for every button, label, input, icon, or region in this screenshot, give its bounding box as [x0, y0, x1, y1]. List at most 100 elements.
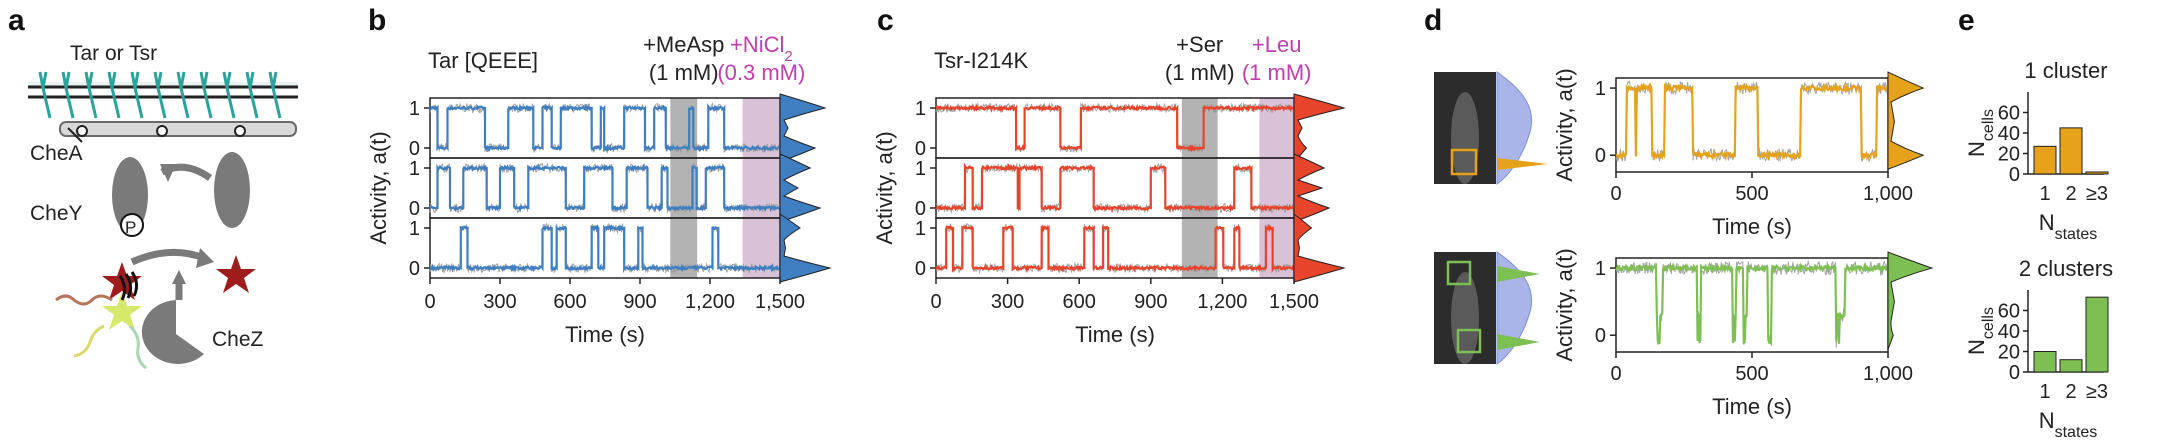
response-regulator-partner-icon [216, 255, 256, 293]
y-axis-label: Activity, a(t) [1552, 68, 1577, 181]
receptor-icon [176, 71, 190, 119]
activity-distribution [779, 93, 827, 163]
receptor-icon [130, 71, 144, 119]
x-tick-label: 1,500 [1269, 291, 1319, 313]
receptor-icon [222, 71, 236, 119]
x-tick-label: 1 [2039, 381, 2050, 403]
activity-distribution [1887, 251, 1934, 352]
raw-trace [1615, 80, 1889, 163]
y-tick-label: 0 [915, 258, 926, 280]
bar [2085, 296, 2109, 373]
annotation-concentration: (0.3 mM) [717, 60, 805, 85]
annotation-label: +Leu [1252, 32, 1302, 57]
chez-label: CheZ [212, 328, 264, 351]
y-tick-label: 0 [915, 198, 926, 220]
y-tick-label: 0 [409, 258, 420, 280]
y-tick-label: 1 [915, 218, 926, 240]
y-tick-label: 0 [915, 138, 926, 160]
raw-trace [429, 162, 781, 214]
receptor-icon [84, 71, 98, 119]
chea-label: CheA [30, 142, 83, 165]
x-tick-label: 500 [1735, 363, 1768, 385]
activity-trace [935, 103, 1295, 153]
receptor-icon [268, 71, 282, 119]
y-tick-label: 0 [409, 198, 420, 220]
subplot-title: 2 clusters [2019, 256, 2113, 281]
flagellar-signal-icon [55, 271, 147, 370]
panel-b-tar-activity: +MeAsp(1 mM)+NiCl2(0.3 mM)Tar [QEEE]0101… [366, 32, 832, 347]
y-tick-label: 40 [1998, 321, 2020, 343]
activity-distribution [1293, 212, 1346, 283]
inhibitor-band [1259, 98, 1294, 278]
cluster-roi [1456, 328, 1482, 354]
chea-pointer [67, 127, 83, 143]
receptor-array-icon [28, 71, 298, 137]
receptor-icon [245, 71, 259, 119]
y-tick-label: 40 [1998, 123, 2020, 145]
phosphate-label: P [125, 218, 136, 237]
bar [2033, 351, 2057, 373]
panel-label-a: a [8, 4, 25, 37]
x-tick-label: 600 [553, 291, 586, 313]
annotation-label: +MeAsp [643, 32, 724, 57]
activity-distribution [1293, 93, 1346, 164]
y-tick-label: 1 [1595, 258, 1606, 280]
y-tick-label: 1 [409, 158, 420, 180]
x-tick-label: 0 [1610, 183, 1621, 205]
receptor-icon [107, 71, 121, 119]
x-axis-label: Time (s) [1712, 214, 1792, 239]
intensity-profile [1496, 71, 1533, 185]
x-tick-label: 1 [2039, 183, 2050, 205]
phosphatase-icon [141, 300, 204, 364]
y-tick-label: 60 [1998, 103, 2020, 125]
panel-label-c: c [877, 4, 894, 37]
y-tick-label: 1 [409, 218, 420, 240]
subplot-title: 1 cluster [2024, 58, 2107, 83]
y-axis-label: Ncells [1964, 307, 1997, 355]
y-tick-label: 1 [409, 98, 420, 120]
x-tick-label: 500 [1735, 183, 1768, 205]
y-tick-label: 0 [1595, 145, 1606, 167]
x-axis-label: Time (s) [1075, 322, 1155, 347]
x-axis-label: Nstates [2039, 210, 2098, 243]
y-tick-label: 60 [1998, 301, 2020, 323]
x-tick-label: 900 [623, 291, 656, 313]
signaling-pathway-schematic: Tar or Tsr CheA CheY P [28, 42, 298, 370]
x-tick-label: 900 [1134, 291, 1167, 313]
panel-label-d: d [1424, 4, 1442, 37]
y-tick-label: 0 [2009, 362, 2020, 384]
y-axis-label: Activity, a(t) [1552, 248, 1577, 361]
x-tick-label: 2 [2065, 381, 2076, 403]
receptor-icon [153, 71, 167, 119]
y-tick-label: 1 [915, 98, 926, 120]
y-tick-label: 0 [2009, 164, 2020, 186]
y-tick-label: 20 [1998, 144, 2020, 166]
bar [2033, 145, 2057, 175]
receptor-label: Tar or Tsr [70, 42, 157, 65]
raw-trace [935, 101, 1295, 154]
y-tick-label: 1 [1595, 78, 1606, 100]
activity-distribution [1887, 71, 1925, 172]
receptor-icon [61, 71, 75, 119]
y-axis-label: Ncells [1964, 109, 1997, 157]
y-axis-label: Activity, a(t) [872, 131, 897, 244]
receptor-icon [38, 71, 52, 119]
annotation-label: +Ser [1176, 32, 1223, 57]
stimulus-band [1181, 98, 1218, 278]
x-tick-label: ≥3 [2086, 183, 2108, 205]
x-axis-label: Time (s) [565, 322, 645, 347]
x-tick-label: 0 [930, 291, 941, 313]
activity-trace [935, 224, 1295, 274]
panel-d-single-cell-activity: 0 1 0 500 1,000 Time (s) Activity, a(t) 0 1 0 500 1… [1434, 68, 1934, 419]
activity-trace [935, 162, 1295, 213]
panel-label-b: b [368, 4, 386, 37]
bar [2059, 127, 2083, 175]
panel-title: Tar [QEEE] [428, 48, 538, 73]
activity-distribution [779, 213, 832, 283]
chey-label: CheY [30, 202, 83, 225]
cycle-arrowhead-bottom [196, 248, 214, 268]
x-tick-label: 1,200 [1197, 291, 1247, 313]
